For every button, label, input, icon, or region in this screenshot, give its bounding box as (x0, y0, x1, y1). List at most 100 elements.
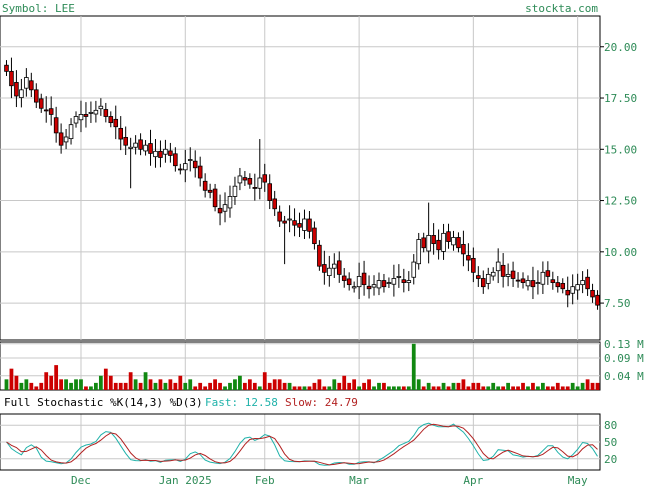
candle-body (505, 273, 511, 277)
volume-bar (337, 382, 342, 390)
volume-bar (29, 382, 34, 390)
stochastic-axis-label: 50 (604, 436, 617, 449)
volume-bar (387, 386, 391, 390)
candle-body (242, 177, 248, 181)
candle-body (396, 276, 402, 278)
volume-bar (39, 382, 44, 390)
candle-body (595, 294, 600, 306)
volume-bar (441, 382, 446, 390)
candle-body (232, 185, 238, 197)
candle-body (4, 64, 9, 72)
volume-bar (19, 382, 24, 390)
volume-bar (233, 379, 237, 390)
volume-bar (481, 386, 486, 390)
volume-bar (168, 379, 173, 390)
fast-value-label: Fast: 12.58 (205, 396, 278, 409)
candle-body (73, 116, 79, 124)
volume-bar (64, 379, 68, 390)
candle-body (83, 114, 89, 117)
candle-body (307, 218, 312, 232)
volume-bar (143, 372, 148, 390)
volume-bar (501, 386, 506, 390)
volume-bar (491, 382, 496, 390)
candle-body (331, 263, 337, 269)
volume-bar (377, 382, 381, 390)
volume-bar (242, 382, 247, 390)
volume-bar (456, 382, 461, 390)
volume-bar (352, 379, 357, 390)
candle-body (222, 204, 228, 212)
price-axis-label: 10.00 (604, 246, 637, 259)
candle-body (540, 271, 546, 285)
volume-bar (372, 386, 376, 390)
volume-bar (411, 343, 416, 390)
candle-body (143, 144, 148, 152)
volume-bar (198, 382, 203, 390)
candle-body (520, 278, 526, 283)
volume-bar (138, 382, 143, 390)
volume-bar (516, 386, 520, 390)
candle-body (510, 270, 516, 279)
volume-bar (123, 382, 128, 390)
volume-bar (183, 382, 188, 390)
candle-body (500, 264, 506, 277)
volume-bar (391, 386, 396, 390)
candle-body (565, 289, 571, 296)
candle-body (545, 270, 551, 277)
chart-marks-layer: 7.50 10.00 12.50 15.00 17.50 20.00 0.13 M0.09 … (0, 15, 644, 487)
volume-bar (327, 386, 332, 390)
candle-body (68, 124, 74, 140)
volume-bar (247, 379, 252, 390)
candle-body (297, 223, 302, 228)
volume-bar (103, 368, 108, 390)
volume-bar (580, 382, 585, 390)
candle-body (192, 160, 198, 169)
volume-bar (69, 382, 73, 390)
volume-bar (118, 382, 123, 390)
volume-bar (128, 372, 133, 390)
volume-bar (357, 386, 362, 390)
volume-bar (585, 379, 590, 390)
volume-bar (238, 375, 242, 390)
candle-body (480, 278, 486, 288)
volume-bar (84, 386, 88, 390)
candle-body (580, 280, 585, 286)
candle-body (371, 284, 377, 288)
volume-bar (193, 386, 198, 390)
candle-body (93, 109, 99, 115)
volume-bar (14, 375, 19, 390)
volume-bar (257, 386, 262, 390)
volume-bar (362, 382, 366, 390)
candle-body (48, 108, 54, 115)
volume-bar (173, 382, 178, 390)
candle-body (490, 271, 496, 277)
price-axis-label: 15.00 (604, 143, 637, 156)
volume-bar (213, 379, 217, 390)
volume-bar (426, 382, 431, 390)
candle-body (302, 218, 307, 231)
candle-body (247, 178, 253, 185)
candle-body (217, 207, 223, 214)
volume-bar (431, 386, 436, 390)
candle-body (341, 275, 347, 281)
volume-bar (595, 382, 600, 390)
volume-bar (540, 382, 545, 390)
volume-bar (79, 379, 83, 390)
date-axis-label: Dec (71, 474, 91, 486)
candle-body (436, 239, 441, 251)
volume-bar (44, 372, 49, 390)
candle-body (212, 188, 218, 208)
volume-bar (267, 382, 272, 390)
candle-body (575, 284, 580, 291)
candle-body (282, 220, 287, 224)
candle-body (346, 278, 352, 286)
symbol-label: Symbol: LEE (2, 2, 75, 15)
candle-body (178, 168, 183, 171)
candle-body (267, 183, 273, 201)
candle-body (153, 150, 158, 158)
volume-bar (302, 386, 307, 390)
candle-body (108, 116, 114, 124)
volume-bar (421, 386, 426, 390)
